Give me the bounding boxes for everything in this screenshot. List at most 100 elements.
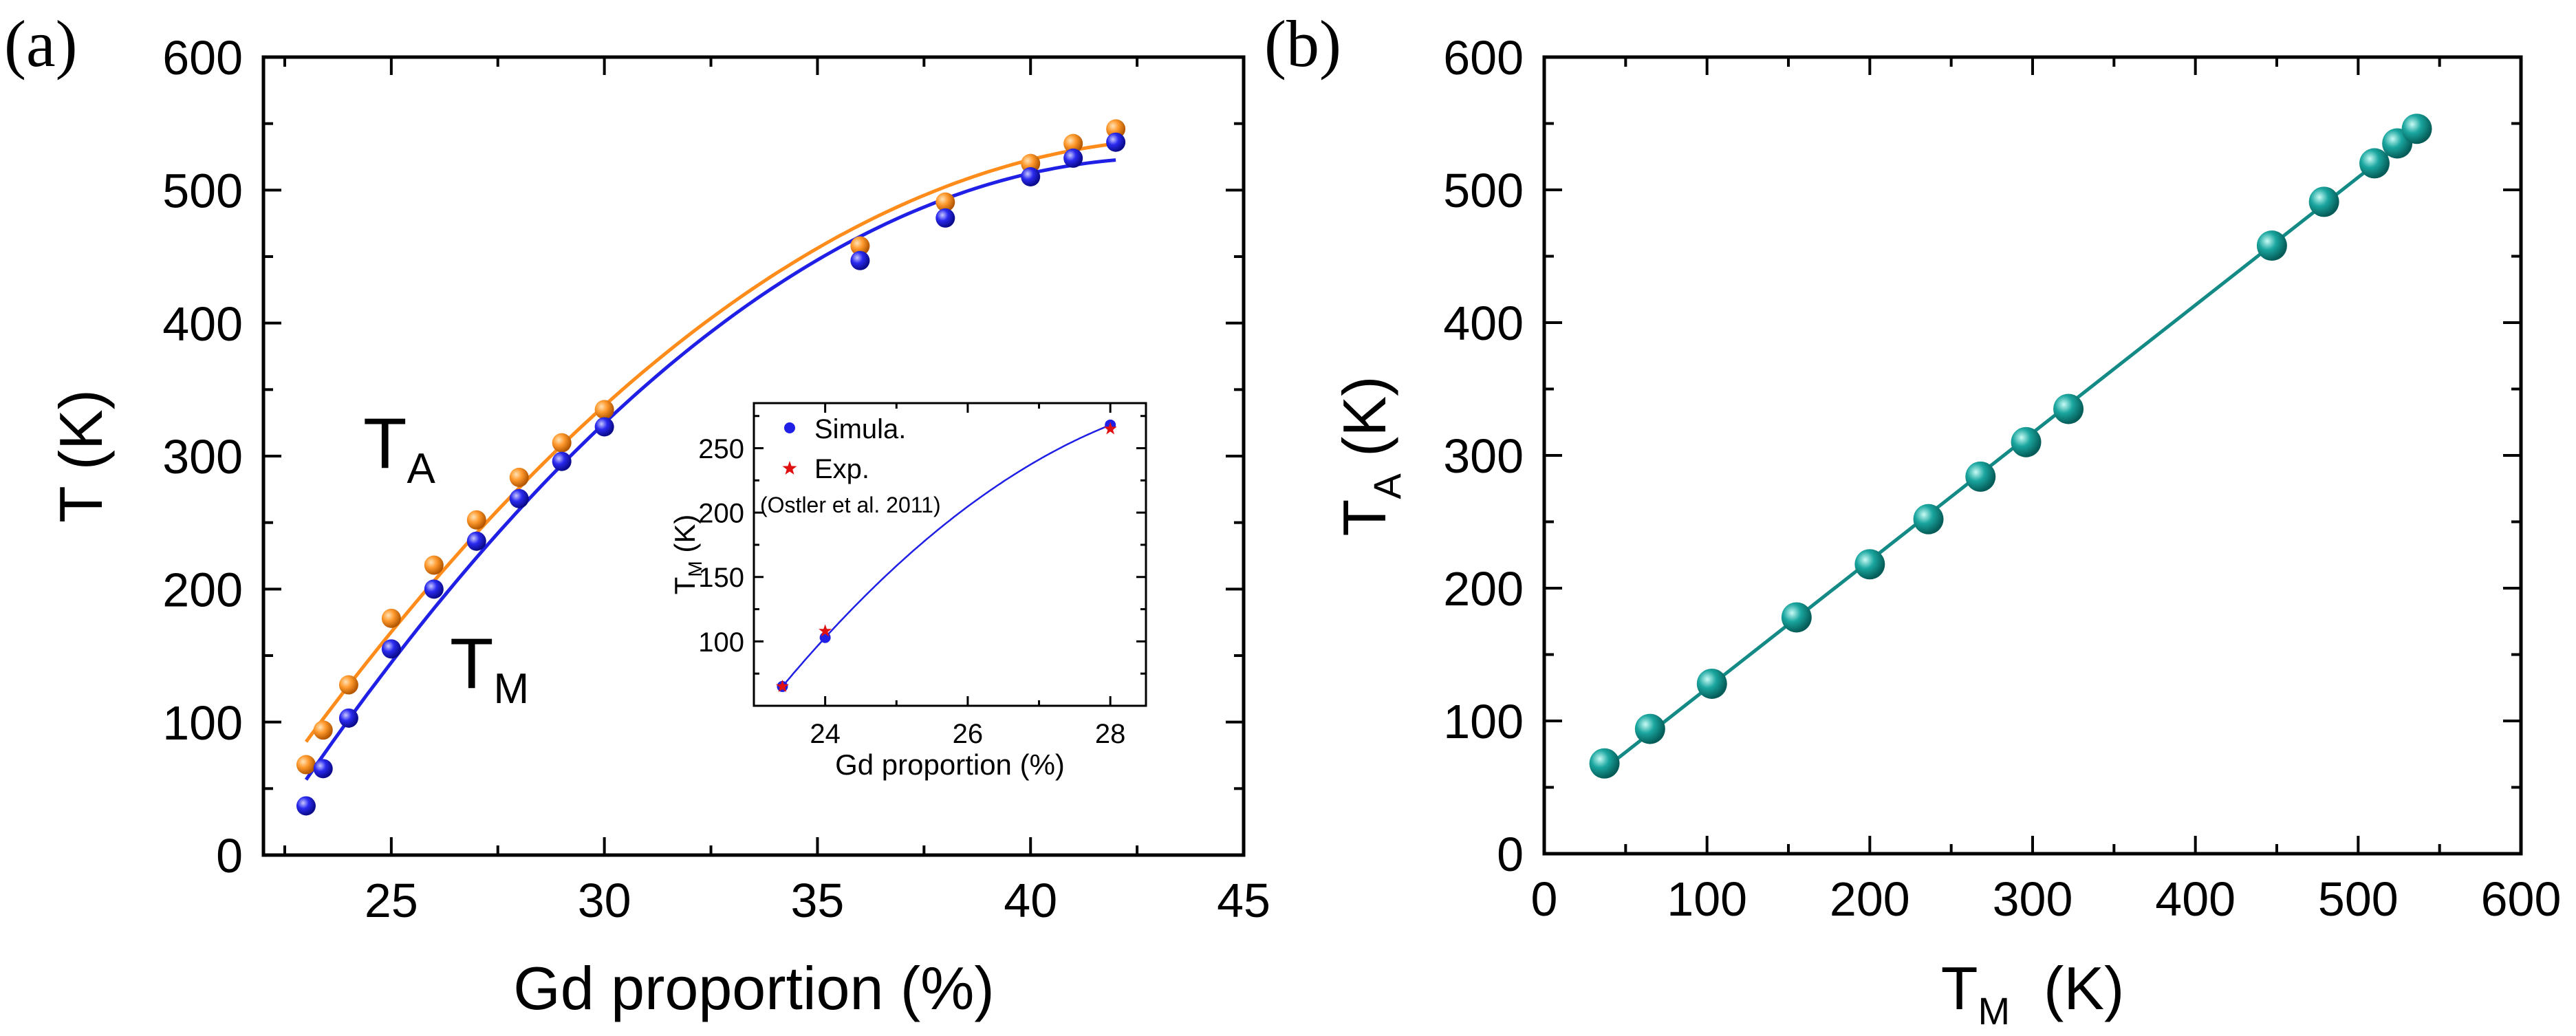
data-point-tm — [381, 639, 401, 659]
inset-y-tick-label: 150 — [698, 563, 744, 593]
data-point-ta — [1063, 133, 1083, 153]
inset-ylabel-main: T — [669, 577, 701, 595]
panel-b-x-tick-label: 400 — [2155, 872, 2236, 926]
data-point-ta — [1021, 153, 1041, 173]
data-point-ta — [466, 510, 486, 530]
inset-y-tick-label: 100 — [698, 627, 744, 658]
data-point-tm — [313, 759, 333, 779]
annotation-tm: TM — [450, 624, 529, 713]
legend-simula-marker — [784, 422, 795, 433]
data-point-tm — [552, 451, 572, 471]
annotation-tm-main: T — [450, 624, 494, 704]
panel-a-x-tick-label: 25 — [365, 874, 418, 927]
data-point-teal — [2256, 230, 2287, 261]
data-point-ta — [338, 675, 358, 695]
panel-a-y-tick-label: 300 — [162, 430, 243, 484]
inset-y-axis-title: TM (K) — [669, 515, 706, 595]
panel-b-ylabel-main: T — [1330, 499, 1398, 537]
data-point-teal — [1781, 602, 1812, 633]
inset-y-tick-label: 250 — [698, 434, 744, 464]
fit-line-teal — [1603, 129, 2418, 770]
fit-curve-ta — [304, 142, 1116, 743]
legend-simula-label: Simula. — [814, 414, 906, 444]
data-point-tm — [509, 488, 529, 508]
legend-exp-label: Exp. — [814, 454, 869, 484]
panel-a-x-tick-label: 40 — [1004, 874, 1057, 927]
data-point-tm — [296, 796, 316, 816]
panel-b-xlabel-main: T — [1941, 954, 1978, 1022]
panel-a-fit-curves — [304, 142, 1116, 781]
panel-b-x-tick-label: 300 — [1993, 872, 2073, 926]
annotation-ta-main: T — [363, 404, 407, 484]
data-point-tm — [1063, 148, 1083, 168]
inset-ylabel-unit: (K) — [669, 515, 701, 561]
inset-legend: Simula. Exp. (Ostler et al. 2011) — [760, 414, 941, 517]
inset-background — [754, 403, 1146, 706]
data-point-tm — [1021, 167, 1041, 186]
inset-exp-point — [1103, 422, 1117, 435]
data-point-tm — [338, 708, 358, 728]
legend-exp-marker — [782, 461, 797, 475]
inset-exp-point — [819, 624, 832, 637]
panel-a-y-tick-label: 600 — [162, 31, 243, 85]
inset-x-tick-label: 26 — [953, 719, 984, 749]
data-point-ta — [594, 400, 614, 420]
chart-panel-b: (b) 0 100 200 300 400 500 600 0 100 200 300 400 500 6… — [1264, 7, 2561, 1033]
inset-frame — [753, 402, 1147, 707]
fit-curve-tm — [304, 158, 1116, 781]
panel-b-ylabel-unit: (K) — [1330, 376, 1398, 474]
panel-a-y-tick-label: 100 — [162, 696, 243, 750]
data-point-teal — [1854, 549, 1885, 580]
panel-a-y-axis-title: T (K) — [47, 389, 115, 523]
data-point-tm — [850, 250, 870, 270]
panel-a-data-points — [296, 119, 1126, 816]
data-point-ta — [296, 755, 316, 775]
panel-b-x-tick-label: 600 — [2481, 872, 2562, 926]
legend-note: (Ostler et al. 2011) — [760, 493, 941, 517]
inset-exp-point — [775, 679, 789, 692]
panel-b-y-tick-label: 200 — [1443, 562, 1524, 616]
data-point-tm — [935, 208, 955, 228]
panel-a-plot-frame — [261, 55, 1246, 857]
panel-b-x-tick-label: 200 — [1830, 872, 1910, 926]
inset-ticks: 24 26 28 100 150 200 250 — [698, 403, 1146, 749]
data-point-ta — [552, 433, 572, 453]
panel-a-x-axis-title: Gd proportion (%) — [513, 954, 994, 1022]
panel-b-y-tick-label: 400 — [1443, 296, 1524, 350]
inset-ylabel-sub: M — [684, 561, 706, 576]
panel-b-ylabel-sub: A — [1365, 473, 1409, 499]
data-point-teal — [2359, 148, 2390, 179]
panel-b-x-tick-label: 0 — [1531, 872, 1558, 926]
data-point-tm — [424, 579, 444, 599]
annotation-tm-sub: M — [494, 665, 530, 713]
panel-b-y-tick-label: 300 — [1443, 429, 1524, 483]
data-point-ta — [424, 555, 444, 575]
panel-b-xlabel-unit: (K) — [2010, 954, 2124, 1022]
data-point-teal — [1965, 461, 1996, 492]
data-point-teal — [1696, 668, 1727, 699]
inset-fit-curve — [781, 424, 1111, 687]
inset-data-points — [775, 419, 1117, 692]
inset-x-tick-label: 24 — [810, 719, 841, 749]
data-point-teal — [2011, 427, 2042, 457]
panel-b-ticks: 0 100 200 300 400 500 600 0 100 200 300 400 500 600 — [1443, 31, 2561, 926]
data-point-ta — [313, 720, 333, 740]
inset-chart: 24 26 28 100 150 200 250 Simula. Exp. (Ostler … — [669, 402, 1147, 781]
panel-a-x-tick-label: 30 — [578, 874, 631, 927]
panel-a-y-tick-label: 200 — [162, 563, 243, 617]
data-point-teal — [2053, 393, 2084, 424]
annotation-ta-sub: A — [407, 445, 436, 493]
inset-x-axis-title: Gd proportion (%) — [835, 748, 1065, 781]
panel-a-ticks: 25 30 35 40 45 0 100 200 300 400 500 600 — [162, 31, 1270, 927]
annotation-ta: TA — [363, 404, 436, 493]
panel-a-x-tick-label: 45 — [1217, 874, 1270, 927]
panel-b-data-points — [1589, 114, 2432, 779]
inset-x-tick-label: 28 — [1095, 719, 1126, 749]
inset-fit-line — [781, 424, 1111, 687]
panel-b-x-tick-label: 100 — [1667, 872, 1747, 926]
panel-a-y-tick-label: 0 — [216, 829, 243, 883]
data-point-teal — [2401, 114, 2432, 144]
panel-b-x-tick-label: 500 — [2318, 872, 2399, 926]
